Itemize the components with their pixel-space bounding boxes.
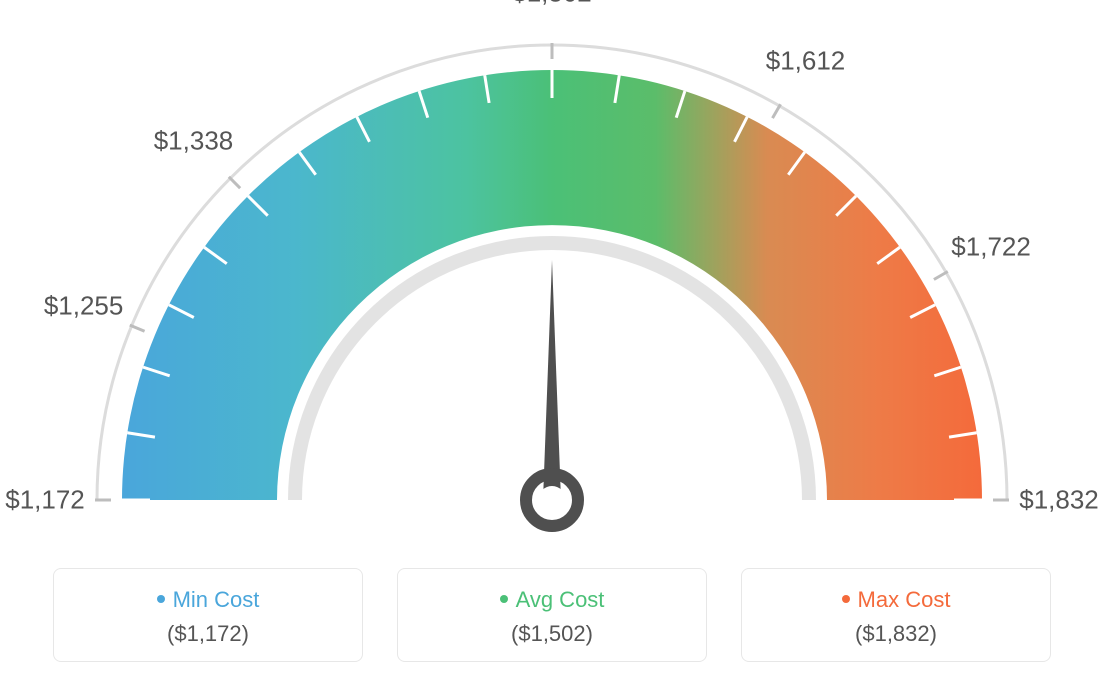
- gauge-tick-label: $1,502: [512, 0, 592, 9]
- gauge-tick-label: $1,722: [951, 231, 1031, 262]
- legend-value-min: ($1,172): [64, 621, 352, 647]
- gauge-tick-label: $1,612: [766, 45, 846, 76]
- gauge-tick-label: $1,172: [5, 485, 85, 516]
- legend-title-avg-text: Avg Cost: [516, 587, 605, 612]
- legend-title-max-text: Max Cost: [858, 587, 951, 612]
- legend-row: Min Cost ($1,172) Avg Cost ($1,502) Max …: [0, 568, 1104, 662]
- gauge-tick-label: $1,338: [154, 126, 234, 157]
- legend-title-avg: Avg Cost: [408, 587, 696, 613]
- cost-gauge-chart: $1,172 $1,255 $1,338 $1,502 $1,612 $1,722 $1,8…: [0, 0, 1104, 540]
- legend-card-max: Max Cost ($1,832): [741, 568, 1051, 662]
- legend-title-min-text: Min Cost: [173, 587, 260, 612]
- gauge-tick-label: $1,255: [44, 290, 124, 321]
- dot-icon-min: [157, 595, 165, 603]
- gauge-svg: [42, 40, 1062, 560]
- legend-card-avg: Avg Cost ($1,502): [397, 568, 707, 662]
- gauge-tick-label: $1,832: [1019, 485, 1099, 516]
- legend-title-max: Max Cost: [752, 587, 1040, 613]
- legend-card-min: Min Cost ($1,172): [53, 568, 363, 662]
- legend-title-min: Min Cost: [64, 587, 352, 613]
- dot-icon-max: [842, 595, 850, 603]
- dot-icon-avg: [500, 595, 508, 603]
- legend-value-avg: ($1,502): [408, 621, 696, 647]
- legend-value-max: ($1,832): [752, 621, 1040, 647]
